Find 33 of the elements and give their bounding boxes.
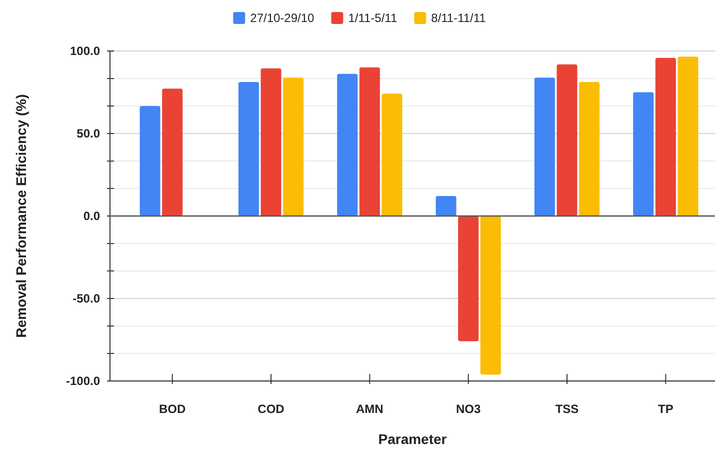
bar [283, 78, 304, 216]
bar [458, 216, 479, 342]
bar [655, 58, 676, 216]
bar [678, 56, 698, 216]
bar [260, 68, 282, 216]
bar [238, 82, 259, 216]
y-tick-label: 100.0 [70, 44, 100, 58]
y-tick-label: 50.0 [76, 126, 100, 140]
y-tick-label: -50.0 [72, 291, 100, 306]
y-axis-title: Removal Performance Efficiency (%) [13, 94, 29, 338]
legend-label: 8/11-11/11 [431, 11, 486, 25]
x-tick-label: COD [258, 402, 285, 416]
y-tick-label: -100.0 [66, 374, 100, 388]
bar [140, 106, 160, 216]
x-tick-label: TSS [555, 402, 579, 416]
legend-label: 1/11-5/11 [348, 11, 398, 25]
x-tick-label: BOD [158, 402, 186, 416]
bar [556, 64, 578, 216]
bar [436, 196, 456, 216]
bar [359, 67, 380, 216]
bar [579, 82, 600, 216]
bar [480, 216, 501, 375]
legend-label: 27/10-29/10 [250, 11, 315, 25]
bar [382, 94, 402, 216]
bar [162, 88, 183, 216]
x-tick-label: NO3 [456, 402, 481, 416]
bar [337, 74, 358, 216]
bar [534, 78, 555, 216]
x-axis-title: Parameter [378, 431, 448, 447]
y-tick-label: 0.0 [83, 208, 100, 223]
x-tick-label: AMN [356, 402, 384, 416]
x-tick-label: TP [658, 402, 674, 416]
bar [633, 92, 654, 216]
